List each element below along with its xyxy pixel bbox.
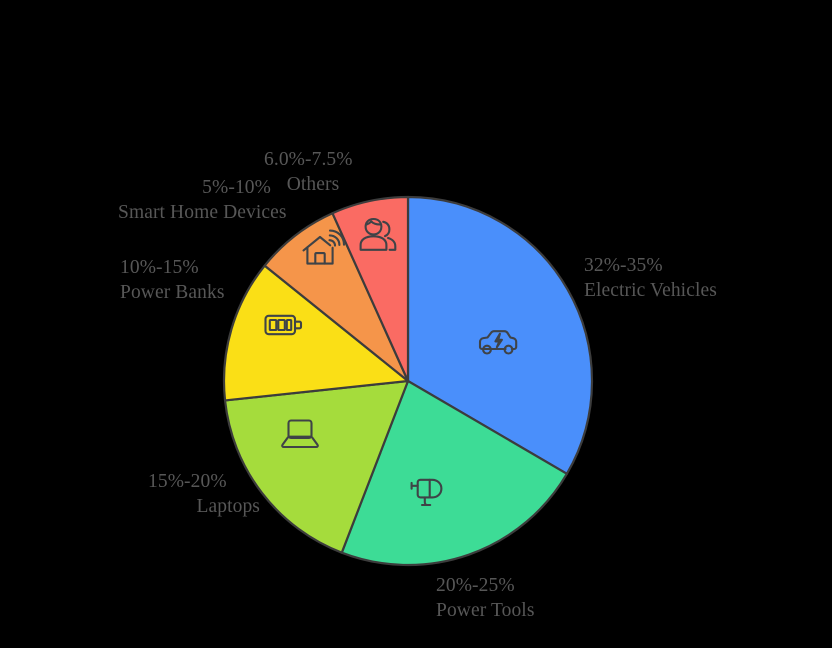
slice-label-electric-vehicles: 32%-35% Electric Vehicles bbox=[584, 253, 717, 303]
battery-icon bbox=[264, 314, 303, 336]
power-drill-icon bbox=[410, 478, 443, 507]
slice-percent-smart-home-devices: 5%-10% bbox=[202, 177, 271, 198]
people-group-icon bbox=[359, 217, 397, 251]
slice-percent-others: 6.0%-7.5% bbox=[264, 149, 353, 170]
smart-home-icon bbox=[302, 229, 346, 265]
slice-percent-electric-vehicles: 32%-35% bbox=[584, 255, 663, 276]
slice-percent-power-banks: 10%-15% bbox=[120, 257, 199, 278]
slice-label-laptops: 15%-20% Laptops bbox=[148, 469, 260, 519]
slice-name-others: Others bbox=[286, 174, 340, 195]
slice-label-others: 6.0%-7.5% Others bbox=[264, 147, 362, 197]
slice-percent-laptops: 15%-20% bbox=[148, 471, 227, 492]
slice-percent-power-tools: 20%-25% bbox=[436, 575, 515, 596]
slice-label-smart-home-devices: 5%-10% Smart Home Devices bbox=[118, 175, 299, 225]
pie-slices-group bbox=[222, 195, 594, 567]
slice-name-electric-vehicles: Electric Vehicles bbox=[584, 280, 717, 301]
laptop-icon bbox=[281, 419, 319, 449]
slice-name-smart-home-devices: Smart Home Devices bbox=[118, 202, 287, 223]
pie-slice-laptops[interactable] bbox=[223, 379, 410, 554]
slice-label-power-tools: 20%-25% Power Tools bbox=[436, 573, 535, 623]
slice-name-power-tools: Power Tools bbox=[436, 600, 535, 621]
electric-car-icon bbox=[478, 330, 518, 355]
pie-slice-power-tools[interactable] bbox=[340, 379, 568, 567]
slice-name-laptops: Laptops bbox=[196, 496, 260, 517]
pie-slice-others[interactable] bbox=[331, 195, 410, 383]
pie-slice-power-banks[interactable] bbox=[222, 264, 410, 402]
slice-label-power-banks: 10%-15% Power Banks bbox=[120, 255, 231, 305]
slice-name-power-banks: Power Banks bbox=[120, 282, 225, 303]
